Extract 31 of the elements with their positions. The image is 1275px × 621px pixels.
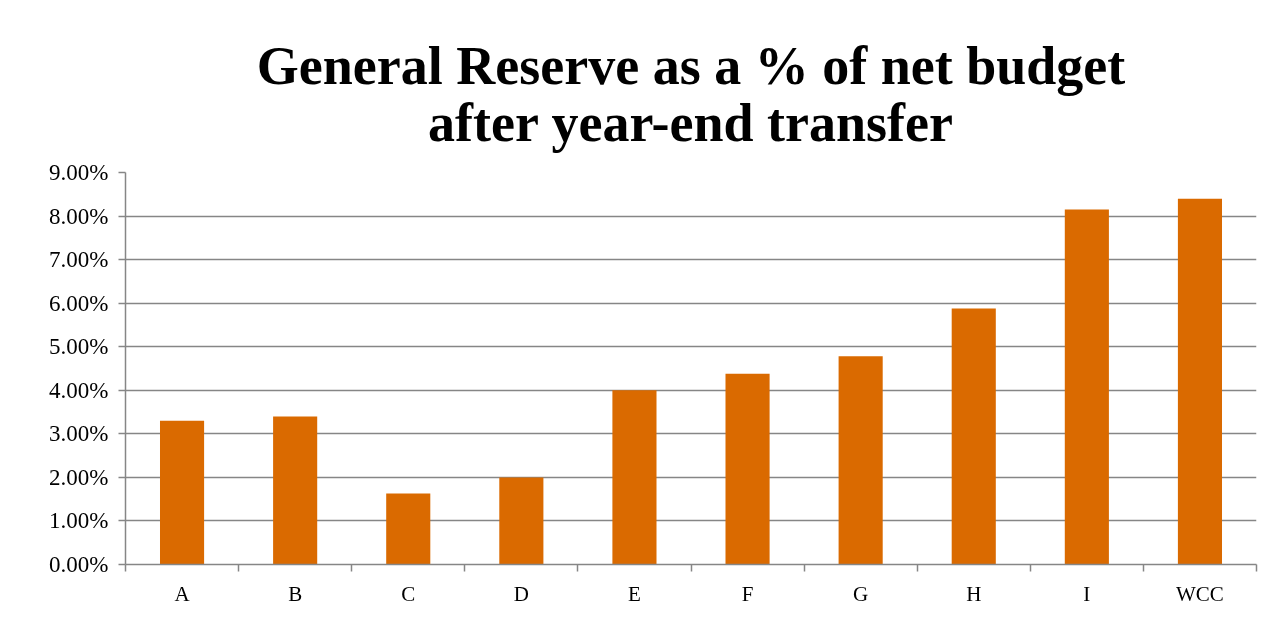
x-tick-label: A bbox=[174, 581, 191, 606]
bar bbox=[1177, 198, 1222, 565]
bar bbox=[273, 416, 318, 565]
y-tick-label: 5.00% bbox=[49, 334, 109, 360]
y-tick-label: 8.00% bbox=[49, 203, 109, 229]
bar bbox=[499, 477, 544, 565]
y-tick-label: 0.00% bbox=[49, 552, 109, 577]
y-tick-label: 9.00% bbox=[49, 160, 109, 185]
y-tick-label: 4.00% bbox=[49, 377, 109, 403]
bar bbox=[386, 493, 431, 565]
bar bbox=[1064, 209, 1109, 565]
x-tick-label: B bbox=[288, 581, 303, 606]
x-tick-label: WCC bbox=[1176, 581, 1224, 606]
x-tick-label: I bbox=[1083, 581, 1091, 606]
x-tick-label: D bbox=[513, 581, 529, 606]
bar bbox=[612, 390, 657, 565]
y-tick-label: 3.00% bbox=[49, 421, 109, 447]
y-tick-label: 1.00% bbox=[49, 508, 109, 534]
bar bbox=[951, 308, 996, 565]
y-tick-label: 6.00% bbox=[49, 290, 109, 316]
chart-title: General Reserve as a % of net budget after year-end transfer bbox=[256, 35, 1126, 153]
x-tick-label: H bbox=[966, 581, 982, 606]
x-tick-label: F bbox=[741, 581, 754, 606]
x-tick-label: E bbox=[628, 581, 641, 606]
x-tick-label: G bbox=[853, 581, 869, 606]
bar bbox=[838, 356, 883, 565]
x-tick-label: C bbox=[401, 581, 416, 606]
bar bbox=[725, 373, 770, 565]
y-tick-label: 7.00% bbox=[49, 247, 109, 273]
y-tick-label: 2.00% bbox=[49, 464, 109, 490]
bar bbox=[160, 420, 205, 565]
